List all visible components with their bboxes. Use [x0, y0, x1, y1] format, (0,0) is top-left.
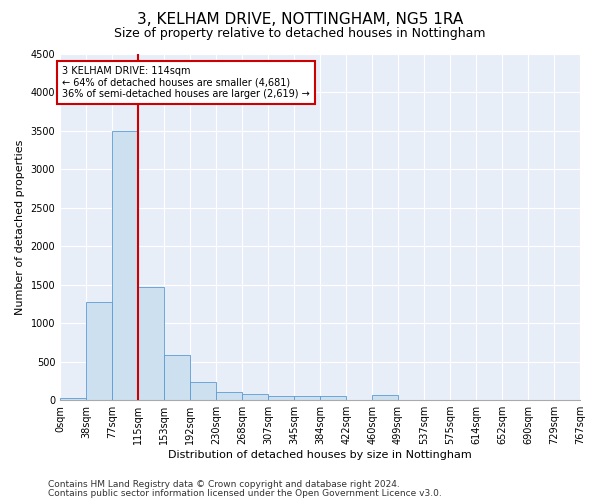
- Text: 3 KELHAM DRIVE: 114sqm
← 64% of detached houses are smaller (4,681)
36% of semi-: 3 KELHAM DRIVE: 114sqm ← 64% of detached…: [62, 66, 310, 98]
- Text: Size of property relative to detached houses in Nottingham: Size of property relative to detached ho…: [114, 28, 486, 40]
- Bar: [86, 302, 112, 400]
- Bar: [372, 396, 398, 400]
- Bar: [60, 398, 86, 400]
- Bar: [294, 396, 320, 400]
- Bar: [164, 356, 190, 400]
- Text: Contains public sector information licensed under the Open Government Licence v3: Contains public sector information licen…: [48, 488, 442, 498]
- Bar: [138, 287, 164, 400]
- Bar: [216, 392, 242, 400]
- Text: 3, KELHAM DRIVE, NOTTINGHAM, NG5 1RA: 3, KELHAM DRIVE, NOTTINGHAM, NG5 1RA: [137, 12, 463, 28]
- Bar: [242, 394, 268, 400]
- Bar: [190, 382, 216, 400]
- Bar: [268, 396, 294, 400]
- Bar: [112, 131, 138, 400]
- Text: Contains HM Land Registry data © Crown copyright and database right 2024.: Contains HM Land Registry data © Crown c…: [48, 480, 400, 489]
- Bar: [320, 396, 346, 400]
- Y-axis label: Number of detached properties: Number of detached properties: [15, 140, 25, 314]
- X-axis label: Distribution of detached houses by size in Nottingham: Distribution of detached houses by size …: [168, 450, 472, 460]
